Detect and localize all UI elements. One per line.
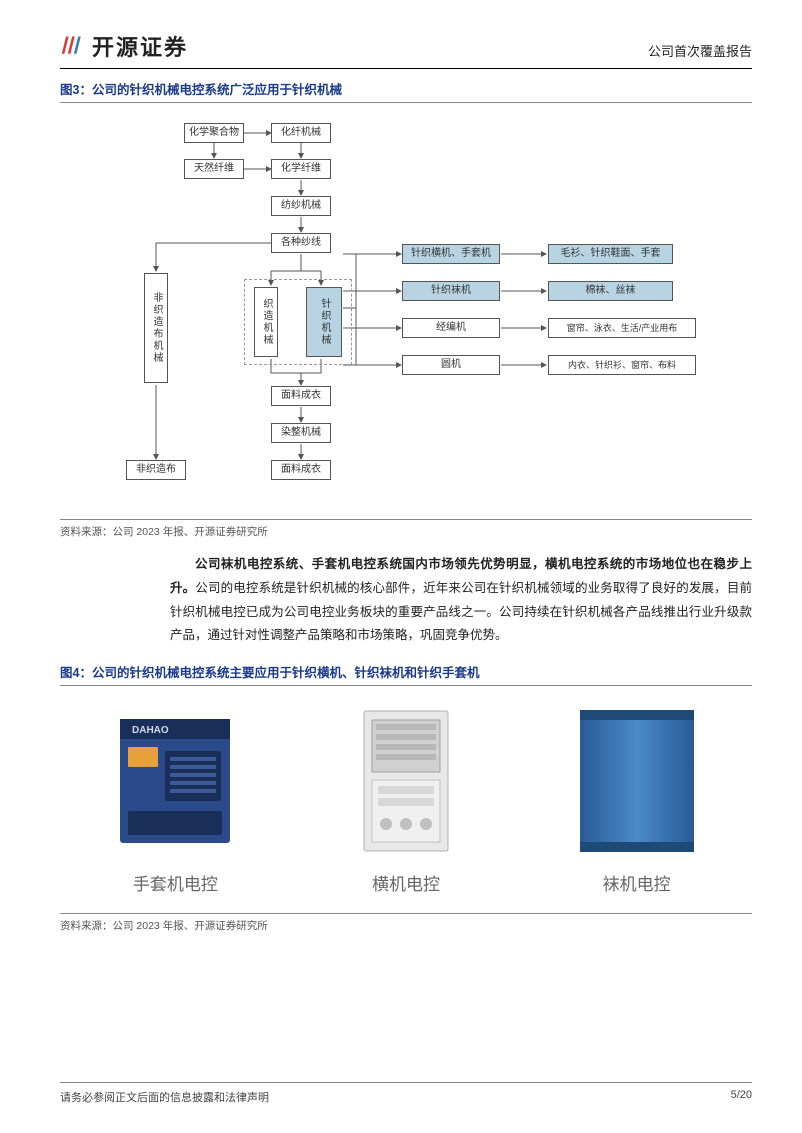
footer-page: 5/20 (731, 1089, 752, 1105)
node-nonwoven-mach: 非织造布机械 (144, 273, 168, 383)
node-fiber-mach: 化纤机械 (271, 123, 331, 143)
figure4-title: 图4：公司的针织机械电控系统主要应用于针织横机、针织袜机和针织手套机 (60, 662, 752, 681)
product-glove: DAHAO 手套机电控 (100, 706, 250, 895)
logo: 开源证券 (60, 30, 188, 62)
product-flat-img (331, 706, 481, 856)
node-yarn: 各种纱线 (271, 233, 331, 253)
product-glove-img: DAHAO (100, 706, 250, 856)
node-dye: 染整机械 (271, 423, 331, 443)
para-rest: 公司的电控系统是针织机械的核心部件，近年来公司在针织机械领域的业务取得了良好的发… (170, 581, 752, 643)
figure3-source: 资料来源：公司 2023 年报、开源证券研究所 (60, 519, 752, 539)
divider (60, 685, 752, 686)
product-flat: 横机电控 (331, 706, 481, 895)
figure3-flowchart: 化学聚合物 化纤机械 天然纤维 化学纤维 纺纱机械 各种纱线 非织造布机械 织造… (96, 113, 716, 513)
node-chem: 化学聚合物 (184, 123, 244, 143)
footer-disclaimer: 请务必参阅正文后面的信息披露和法律声明 (60, 1089, 269, 1105)
node-nonwoven: 非织造布 (126, 460, 186, 480)
product-flat-label: 横机电控 (372, 870, 440, 895)
node-r3b: 窗帘、泳衣、生活/产业用布 (548, 318, 696, 338)
node-r2b: 棉袜、丝袜 (548, 281, 673, 301)
body-paragraph: 公司袜机电控系统、手套机电控系统国内市场领先优势明显，横机电控系统的市场地位也在… (170, 553, 752, 648)
node-r1b: 毛衫、针织鞋面、手套 (548, 244, 673, 264)
node-r4a: 圆机 (402, 355, 500, 375)
node-weave: 织造机械 (254, 287, 278, 357)
logo-icon (60, 33, 86, 59)
node-knit: 针织机械 (306, 287, 342, 357)
node-spin: 纺纱机械 (271, 196, 331, 216)
product-sock-img (562, 706, 712, 856)
node-r1a: 针织横机、手套机 (402, 244, 500, 264)
node-natural: 天然纤维 (184, 159, 244, 179)
node-fabric1: 面料成衣 (271, 386, 331, 406)
node-fabric2: 面料成衣 (271, 460, 331, 480)
node-r4b: 内衣、针织衫、窗帘、布料 (548, 355, 696, 375)
node-r3a: 经编机 (402, 318, 500, 338)
logo-text: 开源证券 (92, 30, 188, 62)
divider (60, 102, 752, 103)
figure4-products: DAHAO 手套机电控 (60, 706, 752, 895)
figure3-title: 图3：公司的针织机械电控系统广泛应用于针织机械 (60, 79, 752, 98)
node-chem-fiber: 化学纤维 (271, 159, 331, 179)
product-glove-label: 手套机电控 (133, 870, 218, 895)
page-header: 开源证券 公司首次覆盖报告 (60, 30, 752, 69)
product-sock-label: 袜机电控 (603, 870, 671, 895)
report-type: 公司首次覆盖报告 (648, 41, 752, 60)
page-footer: 请务必参阅正文后面的信息披露和法律声明 5/20 (60, 1082, 752, 1105)
product-sock: 袜机电控 (562, 706, 712, 895)
node-r2a: 针织袜机 (402, 281, 500, 301)
figure4-source: 资料来源：公司 2023 年报、开源证券研究所 (60, 913, 752, 933)
svg-text:DAHAO: DAHAO (132, 725, 169, 736)
